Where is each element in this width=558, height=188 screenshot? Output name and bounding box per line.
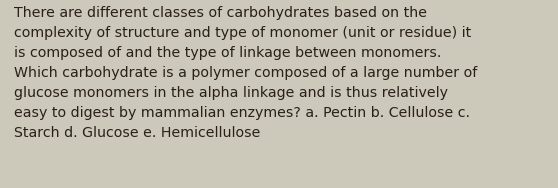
Text: There are different classes of carbohydrates based on the
complexity of structur: There are different classes of carbohydr…: [14, 6, 477, 140]
